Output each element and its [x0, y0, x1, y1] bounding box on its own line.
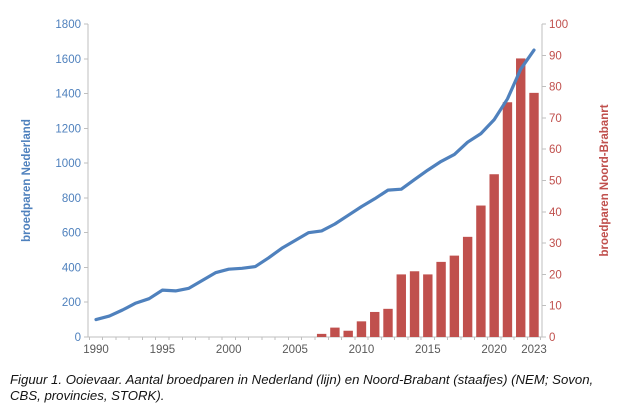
right-axis-tick-label: 50	[549, 176, 562, 188]
chart-canvas: 0 200 400 600 800 1000 1200 1400 1600 1800 0 10 20 30…	[21, 19, 611, 356]
x-axis-tick-label: 2020	[481, 344, 507, 356]
bar-2023	[529, 92, 539, 337]
figure-1-ooievaar: 0 200 400 600 800 1000 1200 1400 1600 1800 0 10 20 30…	[10, 19, 611, 403]
bar-2017	[449, 255, 460, 337]
left-axis-tick-label: 1000	[55, 158, 81, 170]
bar-2016	[436, 261, 446, 337]
right-axis-tick-label: 20	[549, 269, 562, 281]
x-axis-tick-label: 2005	[282, 344, 308, 356]
x-axis-tick-label: 2015	[415, 344, 441, 356]
left-axis-tick-label: 1400	[55, 89, 81, 101]
left-axis-tick-label: 1800	[55, 19, 81, 31]
bar-2019	[476, 205, 486, 337]
bar-2008	[330, 327, 340, 337]
bar-2020	[489, 174, 499, 337]
bar-2015	[423, 274, 433, 337]
bar-2021	[502, 102, 513, 337]
nederland-line	[94, 48, 536, 322]
bar-2022	[516, 58, 526, 338]
bar-2009	[343, 330, 353, 337]
bar-2013	[396, 274, 406, 337]
right-axis-tick-label: 90	[549, 50, 562, 62]
left-axis-tick-label: 200	[62, 297, 81, 309]
left-axis-tick-label: 1600	[55, 54, 81, 66]
right-axis-tick-label: 60	[549, 144, 562, 156]
right-axis-tick-label: 80	[549, 82, 562, 94]
right-axis-tick-label: 40	[549, 207, 562, 219]
x-axis-tick-label: 2000	[216, 344, 242, 356]
bar-2014	[409, 271, 420, 337]
right-axis-tick-label: 10	[549, 301, 562, 313]
right-axis-tick-label: 0	[549, 332, 555, 344]
bar-2012	[383, 308, 393, 337]
left-axis-tick-label: 600	[62, 228, 81, 240]
bar-2007	[316, 333, 327, 337]
left-axis-tick-label: 1200	[55, 123, 81, 135]
bar-2010	[356, 321, 367, 337]
x-axis-tick-label: 2023	[521, 344, 547, 356]
figure-caption: Figuur 1. Ooievaar. Aantal broedparen in…	[10, 372, 594, 403]
right-axis-tick-label: 70	[549, 113, 562, 125]
x-axis-tick-label: 2010	[349, 344, 375, 356]
x-axis-tick-label: 1990	[83, 344, 109, 356]
bar-2011	[370, 311, 380, 337]
left-axis-tick-label: 0	[75, 332, 81, 344]
right-axis-tick-label: 100	[549, 19, 568, 31]
x-axis-tick-label: 1995	[150, 344, 176, 356]
bar-2018	[462, 236, 473, 337]
left-axis-tick-label: 400	[62, 262, 81, 274]
right-axis-title: broedparen Noord-Brabanrt	[599, 104, 611, 256]
right-axis-tick-label: 30	[549, 238, 562, 250]
left-axis-tick-label: 800	[62, 193, 81, 205]
left-axis-title: broedparen Nederland	[21, 119, 33, 242]
